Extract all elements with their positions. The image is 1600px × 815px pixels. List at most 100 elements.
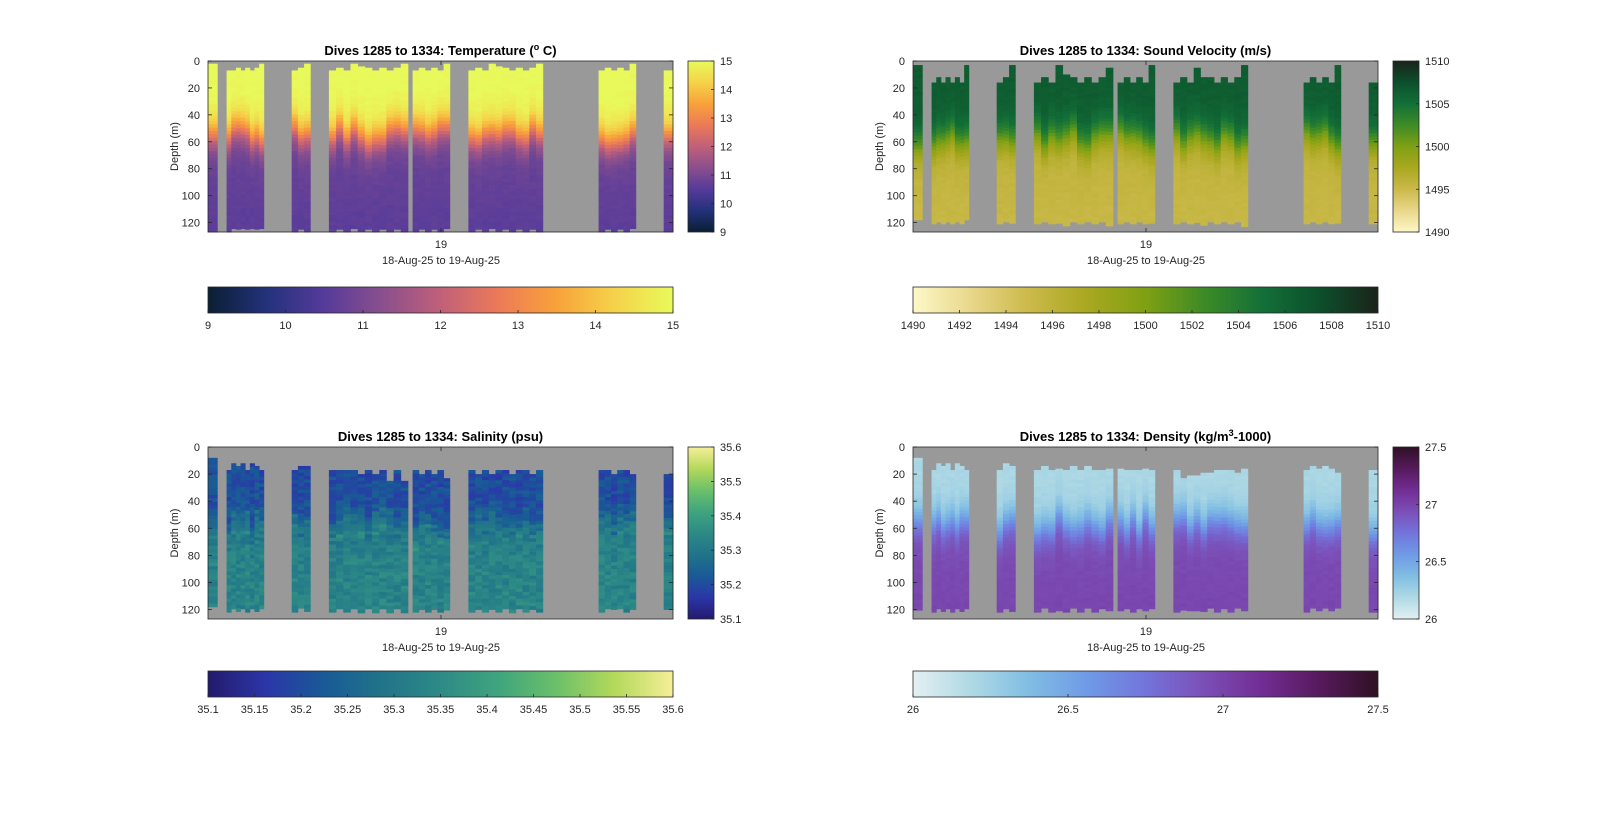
data-cell bbox=[1322, 218, 1329, 223]
data-cell bbox=[481, 104, 490, 108]
data-cell bbox=[336, 121, 344, 126]
data-cell bbox=[297, 570, 305, 575]
data-cell bbox=[959, 180, 965, 184]
data-cell bbox=[437, 161, 444, 166]
data-cell bbox=[945, 110, 951, 115]
data-cell bbox=[502, 219, 510, 223]
data-cell bbox=[481, 137, 490, 142]
data-cell bbox=[663, 215, 674, 219]
data-cell bbox=[611, 171, 618, 176]
data-cell bbox=[508, 137, 517, 142]
data-cell bbox=[1186, 203, 1195, 208]
data-cell bbox=[386, 127, 394, 132]
data-cell bbox=[254, 145, 260, 149]
data-cell bbox=[443, 157, 451, 162]
data-cell bbox=[481, 83, 490, 88]
data-cell bbox=[1069, 194, 1078, 199]
data-cell bbox=[208, 545, 218, 550]
data-cell bbox=[522, 144, 530, 149]
data-cell bbox=[254, 537, 260, 541]
data-cell bbox=[959, 96, 965, 100]
data-cell bbox=[259, 568, 265, 572]
data-cell bbox=[240, 215, 246, 219]
data-cell bbox=[240, 490, 246, 495]
data-cell bbox=[1186, 200, 1195, 205]
data-cell bbox=[481, 127, 490, 132]
data-cell bbox=[1334, 142, 1342, 147]
data-cell bbox=[336, 135, 344, 139]
data-cell bbox=[959, 173, 965, 178]
data-cell bbox=[1148, 142, 1156, 147]
data-cell bbox=[1084, 80, 1092, 85]
data-cell bbox=[940, 116, 946, 120]
data-cell bbox=[386, 171, 394, 176]
data-cell bbox=[1207, 201, 1215, 206]
data-cell bbox=[343, 184, 351, 189]
data-cell bbox=[1316, 112, 1323, 117]
data-cell bbox=[208, 484, 218, 489]
data-cell bbox=[372, 161, 380, 166]
data-cell bbox=[245, 81, 251, 85]
data-cell bbox=[1117, 92, 1125, 97]
data-cell bbox=[1193, 104, 1201, 109]
data-cell bbox=[364, 67, 373, 72]
data-cell bbox=[245, 574, 251, 579]
data-cell bbox=[400, 154, 409, 159]
data-cell bbox=[468, 228, 476, 233]
data-cell bbox=[1009, 196, 1016, 201]
data-cell bbox=[1309, 205, 1317, 209]
data-cell bbox=[529, 188, 537, 193]
data-cell bbox=[1186, 119, 1195, 124]
data-cell bbox=[393, 131, 402, 136]
data-cell bbox=[468, 124, 476, 129]
data-cell bbox=[437, 90, 444, 95]
data-cell bbox=[1009, 129, 1016, 133]
data-cell bbox=[1200, 144, 1208, 149]
data-cell bbox=[617, 121, 624, 126]
data-cell bbox=[259, 497, 265, 501]
data-cell bbox=[940, 129, 946, 134]
data-cell bbox=[291, 181, 299, 186]
data-cell bbox=[481, 198, 490, 203]
data-cell bbox=[1098, 164, 1107, 169]
data-cell bbox=[304, 553, 311, 558]
data-cell bbox=[1009, 149, 1016, 153]
data-cell bbox=[536, 97, 544, 102]
data-cell bbox=[1105, 158, 1114, 163]
data-cell bbox=[1309, 157, 1317, 162]
data-cell bbox=[437, 141, 444, 145]
data-cell bbox=[931, 119, 937, 124]
data-cell bbox=[1048, 190, 1056, 195]
data-cell bbox=[240, 221, 246, 226]
data-cell bbox=[259, 490, 265, 495]
data-cell bbox=[357, 227, 366, 232]
data-cell bbox=[1309, 131, 1317, 135]
data-cell bbox=[536, 215, 544, 219]
data-cell bbox=[412, 191, 420, 196]
data-cell bbox=[1002, 127, 1010, 132]
data-cell bbox=[604, 74, 612, 79]
data-cell bbox=[1227, 133, 1235, 137]
data-cell bbox=[508, 161, 517, 166]
data-cell bbox=[913, 216, 923, 221]
data-cell bbox=[522, 124, 530, 129]
data-cell bbox=[1227, 119, 1235, 124]
data-cell bbox=[1193, 94, 1201, 99]
data-cell bbox=[208, 522, 218, 526]
data-cell bbox=[1002, 164, 1010, 169]
data-cell bbox=[336, 74, 344, 79]
data-cell bbox=[431, 209, 438, 213]
data-cell bbox=[1186, 186, 1195, 191]
data-cell bbox=[954, 208, 960, 213]
data-cell bbox=[1213, 143, 1222, 147]
data-cell bbox=[412, 178, 420, 182]
data-cell bbox=[536, 161, 544, 166]
data-cell bbox=[336, 178, 344, 183]
data-cell bbox=[357, 214, 366, 219]
data-cell bbox=[1136, 117, 1143, 122]
data-cell bbox=[913, 162, 923, 167]
data-cell bbox=[1084, 134, 1092, 139]
data-cell bbox=[1193, 188, 1201, 193]
data-cell bbox=[522, 114, 530, 118]
data-cell bbox=[598, 110, 606, 115]
